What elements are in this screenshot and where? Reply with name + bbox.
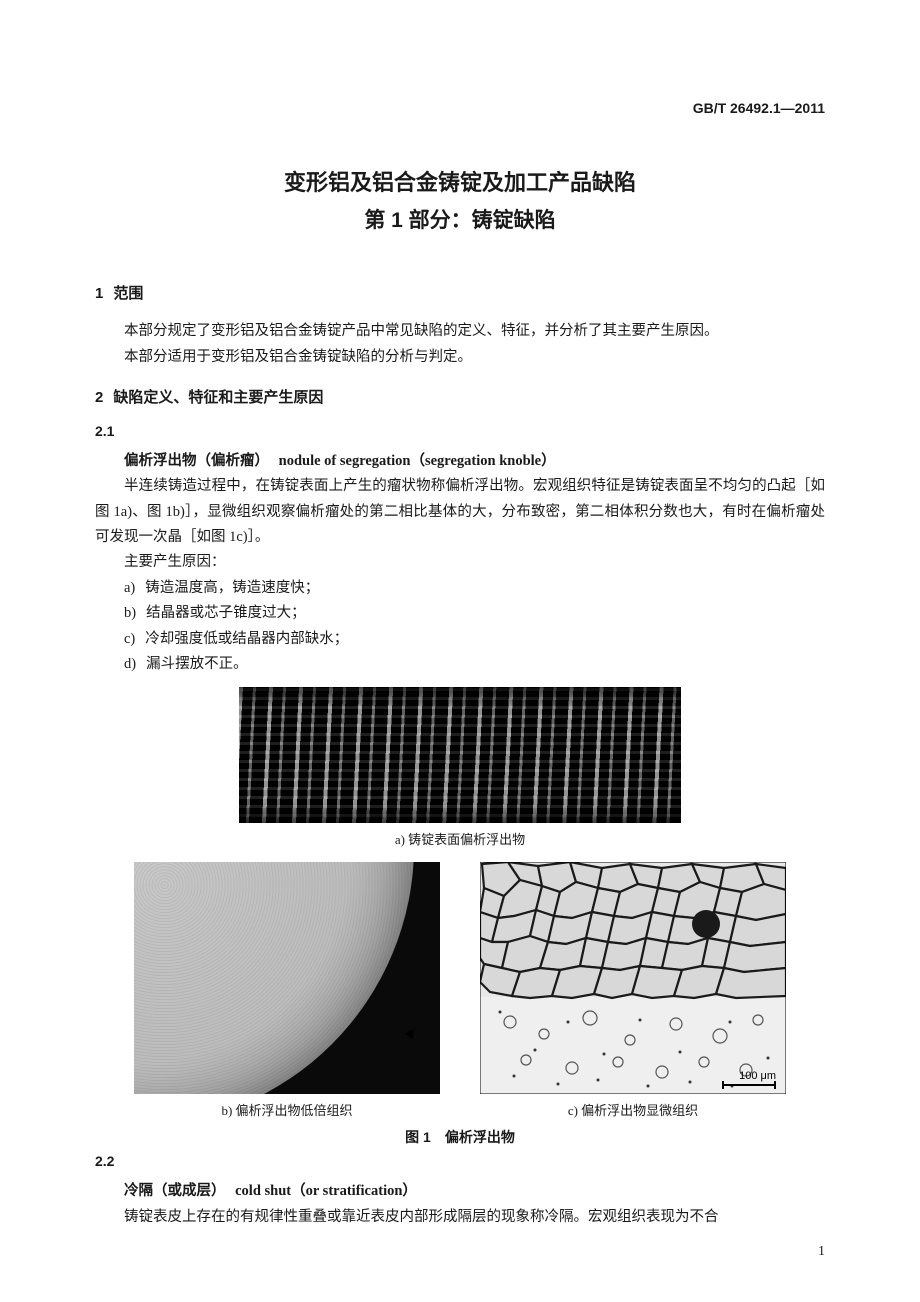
- figure-1: a) 铸锭表面偏析浮出物: [95, 687, 825, 1147]
- reason-c: c)冷却强度低或结晶器内部缺水；: [95, 627, 825, 652]
- section-number: 1: [95, 285, 103, 302]
- term-cn: 冷隔（或成层）: [124, 1183, 226, 1199]
- reason-b-text: 结晶器或芯子锥度过大；: [146, 605, 306, 621]
- reason-d-text: 漏斗摆放不正。: [146, 656, 248, 672]
- figure-1c-caption: c) 偏析浮出物显微组织: [480, 1100, 786, 1119]
- section-1-paragraph-1: 本部分规定了变形铝及铝合金铸锭产品中常见缺陷的定义、特征，并分析了其主要产生原因…: [95, 319, 825, 344]
- reasons-intro: 主要产生原因：: [95, 550, 825, 575]
- scale-label: 100 μm: [739, 1070, 776, 1082]
- section-label: 范围: [113, 285, 143, 302]
- figure-1-main-caption: 图 1 偏析浮出物: [95, 1127, 825, 1147]
- section-2-1-paragraph: 半连续铸造过程中，在铸锭表面上产生的瘤状物称偏析浮出物。宏观组织特征是铸锭表面呈…: [95, 474, 825, 550]
- section-2-heading: 2 缺陷定义、特征和主要产生原因: [95, 386, 825, 407]
- section-2-2-paragraph: 铸锭表皮上存在的有规律性重叠或靠近表皮内部形成隔层的现象称冷隔。宏观组织表现为不…: [95, 1205, 825, 1230]
- figure-1b-image: [134, 862, 440, 1094]
- term-en: cold shut（or stratification）: [235, 1183, 417, 1199]
- term-cn: 偏析浮出物（偏析瘤）: [124, 453, 269, 469]
- section-number: 2: [95, 389, 103, 406]
- document-subtitle: 第 1 部分：铸锭缺陷: [95, 204, 825, 234]
- section-1-paragraph-2: 本部分适用于变形铝及铝合金铸锭缺陷的分析与判定。: [95, 345, 825, 370]
- section-1-heading: 1 范围: [95, 282, 825, 303]
- subsection-2-1-number: 2.1: [95, 423, 825, 439]
- figure-1c-image: 100 μm: [480, 862, 786, 1094]
- reason-c-text: 冷却强度低或结晶器内部缺水；: [145, 631, 348, 647]
- figure-1c-scalebar: 100 μm: [722, 1070, 776, 1086]
- subsection-2-2-number: 2.2: [95, 1153, 825, 1169]
- term-2-2: 冷隔（或成层） cold shut（or stratification）: [95, 1179, 825, 1204]
- term-en: nodule of segregation（segregation knoble…: [279, 453, 556, 469]
- standard-code: GB/T 26492.1—2011: [693, 100, 825, 116]
- reason-a: a)铸造温度高，铸造速度快；: [95, 576, 825, 601]
- figure-1a-image: [239, 687, 681, 823]
- reason-a-text: 铸造温度高，铸造速度快；: [145, 580, 319, 596]
- term-2-1: 偏析浮出物（偏析瘤） nodule of segregation（segrega…: [95, 449, 825, 474]
- figure-1b-caption: b) 偏析浮出物低倍组织: [134, 1100, 440, 1119]
- page-number: 1: [818, 1244, 825, 1260]
- reason-d: d)漏斗摆放不正。: [95, 652, 825, 677]
- reason-b: b)结晶器或芯子锥度过大；: [95, 601, 825, 626]
- figure-1a-caption: a) 铸锭表面偏析浮出物: [95, 829, 825, 848]
- section-label: 缺陷定义、特征和主要产生原因: [113, 389, 323, 406]
- document-title: 变形铝及铝合金铸锭及加工产品缺陷: [95, 165, 825, 200]
